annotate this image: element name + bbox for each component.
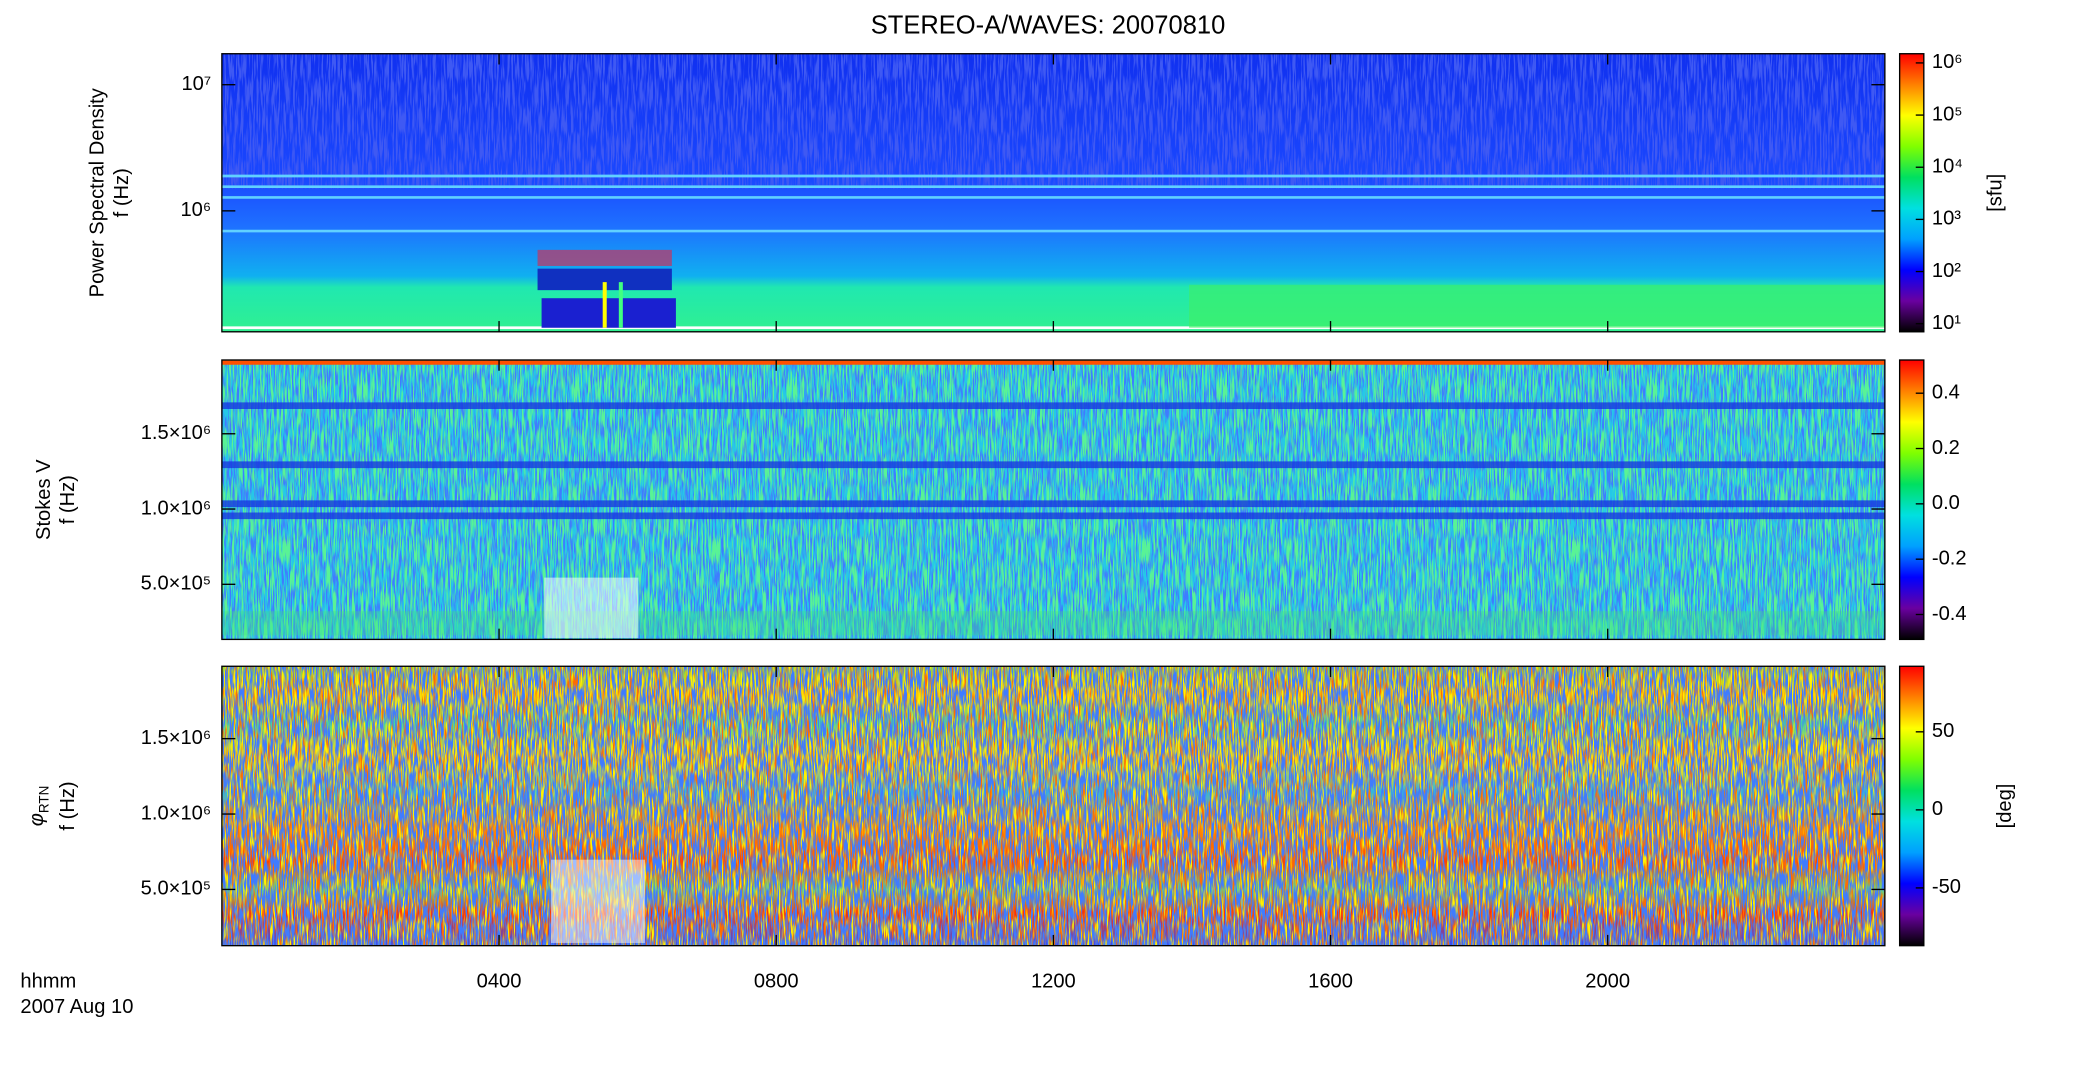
- y-label-symbol: φ: [26, 813, 48, 826]
- heatmap-image: [221, 53, 1885, 946]
- colorbar-label: [deg]: [1994, 784, 2016, 829]
- y-axis-unit: f (Hz): [57, 475, 79, 524]
- y-tick-label: 10⁶: [180, 199, 211, 221]
- colorbar-tick-label: 10¹: [1932, 312, 1961, 334]
- date-label: 2007 Aug 10: [20, 996, 133, 1018]
- y-tick-label: 1.0×10⁶: [141, 802, 211, 824]
- y-tick-label: 5.0×10⁵: [141, 573, 211, 595]
- y-tick-label: 1.5×10⁶: [141, 422, 211, 444]
- chart-title: STEREO-A/WAVES: 20070810: [871, 12, 1226, 40]
- colorbar: [1898, 665, 1925, 947]
- colorbar-label: [sfu]: [1985, 174, 2007, 212]
- y-axis-label: φRTN: [26, 786, 51, 826]
- colorbar-tick-label: 10⁵: [1932, 103, 1963, 125]
- colorbar-tick-label: 10⁴: [1932, 156, 1963, 178]
- x-tick-label: 0400: [477, 970, 522, 992]
- y-tick-label: 1.5×10⁶: [141, 727, 211, 749]
- y-axis-unit: f (Hz): [111, 168, 133, 217]
- colorbar: [1898, 359, 1925, 641]
- colorbar-tick-label: 0.0: [1932, 492, 1960, 514]
- x-tick-label: 2000: [1585, 970, 1630, 992]
- colorbar-tick-label: 10²: [1932, 260, 1961, 282]
- y-axis-unit: f (Hz): [57, 781, 79, 830]
- x-axis-label: hhmm: [20, 970, 76, 992]
- y-tick-label: 1.0×10⁶: [141, 497, 211, 519]
- colorbar-tick-label: -0.2: [1932, 547, 1967, 569]
- y-label-subscript: RTN: [36, 786, 51, 813]
- y-tick-label: 5.0×10⁵: [141, 878, 211, 900]
- y-axis-label: Power Spectral Density: [87, 87, 109, 297]
- colorbar-tick-label: 10⁶: [1932, 51, 1963, 73]
- colorbar-tick-label: 0.4: [1932, 382, 1960, 404]
- x-tick-label: 1600: [1308, 970, 1353, 992]
- colorbar-tick-label: 50: [1932, 720, 1954, 742]
- colorbar-tick-label: 0: [1932, 798, 1943, 820]
- y-tick-label: 10⁷: [181, 73, 211, 95]
- colorbar-tick-label: 0.2: [1932, 437, 1960, 459]
- colorbar-tick-label: 10³: [1932, 208, 1961, 230]
- colorbar-tick-label: -50: [1932, 876, 1961, 898]
- x-tick-label: 0800: [754, 970, 799, 992]
- colorbar: [1898, 53, 1925, 333]
- x-tick-label: 1200: [1031, 970, 1076, 992]
- colorbar-tick-label: -0.4: [1932, 603, 1967, 625]
- y-axis-label: Stokes V: [33, 459, 55, 540]
